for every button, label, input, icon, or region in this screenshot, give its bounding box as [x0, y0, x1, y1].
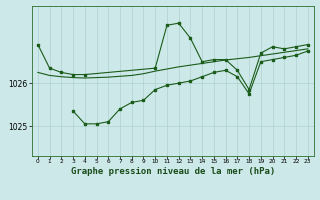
X-axis label: Graphe pression niveau de la mer (hPa): Graphe pression niveau de la mer (hPa)	[71, 167, 275, 176]
